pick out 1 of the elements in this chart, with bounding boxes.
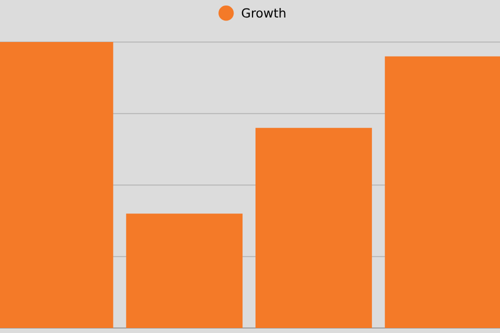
legend-label: Growth <box>242 8 286 18</box>
